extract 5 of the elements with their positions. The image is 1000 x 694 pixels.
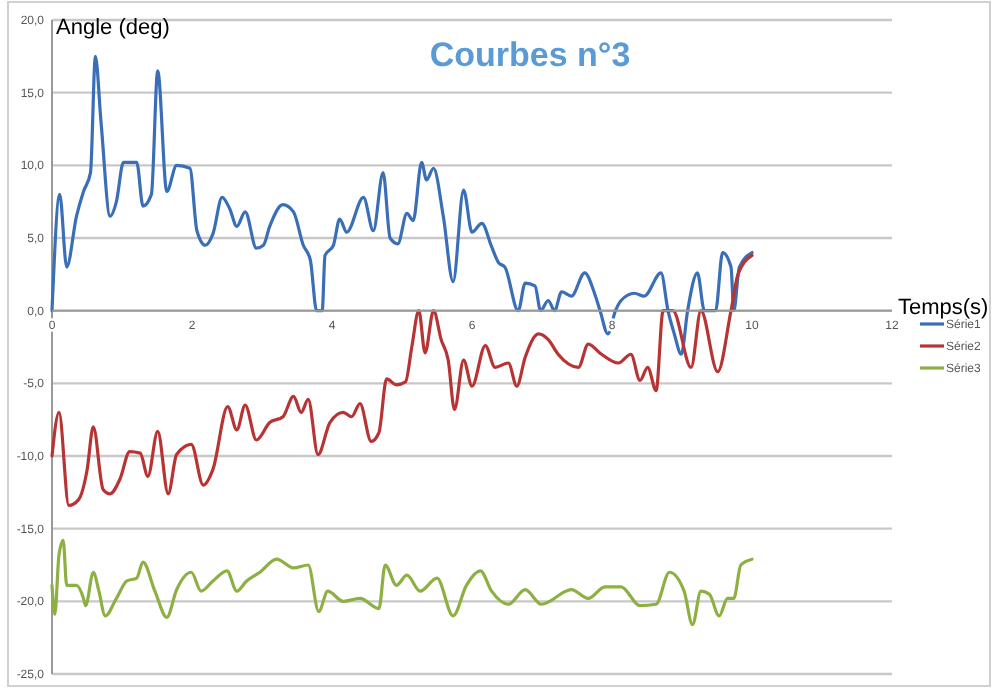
line-series (50, 253, 754, 508)
line-series (50, 538, 754, 627)
x-axis-title: Temps(s) (898, 296, 989, 320)
text: Courbes n°3 (429, 36, 631, 74)
y-axis-title: Angle (deg) (56, 16, 170, 40)
